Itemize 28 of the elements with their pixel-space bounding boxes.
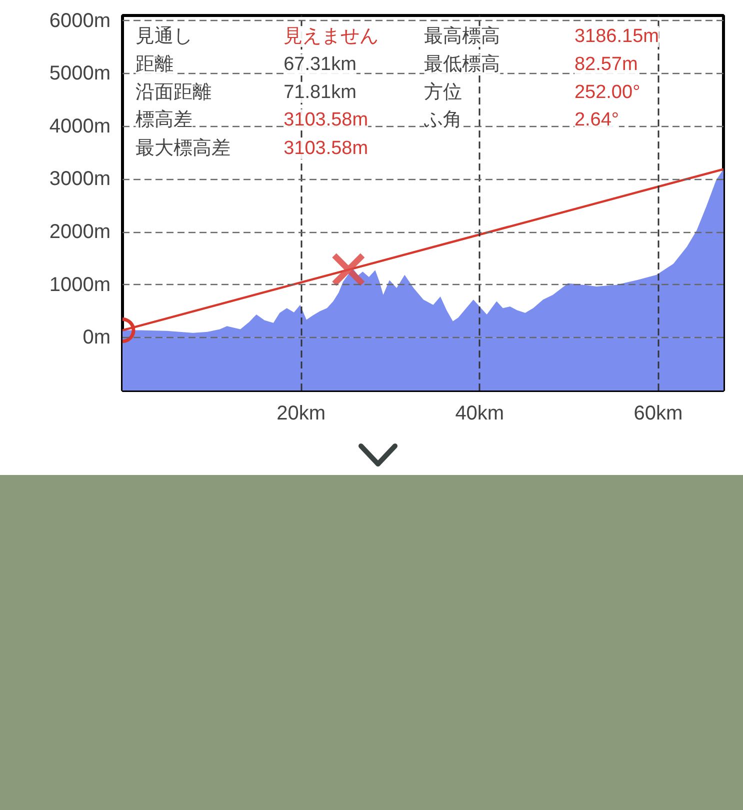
annotation: ふ角 [423,109,462,130]
annotation: 最低標高 [424,53,500,76]
annotation: 見えません [284,26,379,47]
y-tick-label: 0m [82,326,111,349]
annotation: 82.57m [574,54,638,76]
annotation: 252.00° [574,82,640,103]
annotation: 最高標高 [424,25,500,47]
y-tick-label: 3000m [49,168,111,190]
y-tick-label: 5000m [49,62,111,85]
y-tick-label: 4000m [49,115,111,138]
annotation: 見通し [136,26,193,47]
annotation: 沿面距離 [136,82,212,103]
annotation: 71.81km [284,82,356,103]
x-tick-label: 20km [276,402,326,424]
y-tick-label: 1000m [49,274,111,296]
annotation: 3103.58m [284,138,368,160]
y-tick-label: 2000m [49,221,111,244]
annotation: 標高差 [136,108,193,130]
annotation: 3186.15m [574,26,659,47]
annotation: 67.31km [284,54,356,76]
annotation: 3103.58m [284,109,368,130]
annotation: 距離 [136,54,174,76]
x-tick-label: 60km [634,402,683,424]
annotation: 方位 [424,80,462,103]
annotation: 最大標高差 [136,137,231,160]
x-tick-label: 40km [455,402,504,424]
y-tick-label: 6000m [49,10,111,32]
annotation: 2.64° [574,109,620,130]
